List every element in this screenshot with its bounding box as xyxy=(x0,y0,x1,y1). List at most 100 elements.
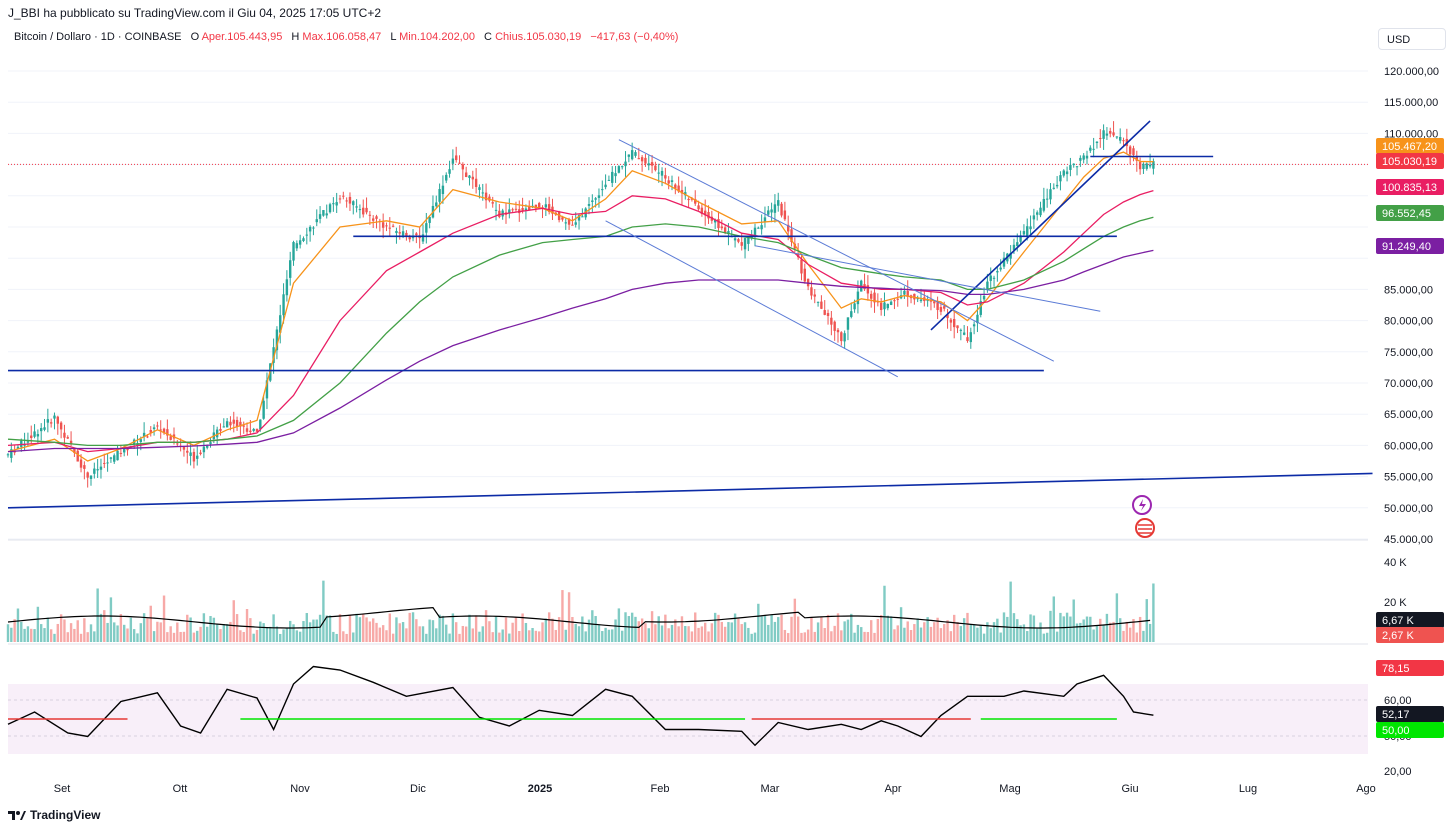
volume-bar xyxy=(13,619,16,642)
volume-bar xyxy=(906,621,909,642)
candle-body xyxy=(810,287,813,296)
volume-bar xyxy=(733,613,737,642)
ohlc-legend: Bitcoin / Dollaro · 1D · COINBASE O Aper… xyxy=(14,31,678,43)
candle-body xyxy=(597,195,601,198)
volume-bar xyxy=(1119,618,1122,642)
candle-body xyxy=(534,204,538,209)
volume-bar xyxy=(123,624,126,642)
time-tick: Mag xyxy=(999,783,1020,795)
candle-body xyxy=(946,314,949,319)
volume-bar xyxy=(202,613,206,642)
volume-bar xyxy=(501,629,504,642)
candle-body xyxy=(747,237,750,244)
candle-body xyxy=(139,439,142,442)
candle-body xyxy=(76,450,79,462)
candle-body xyxy=(229,421,232,426)
candle-body xyxy=(186,450,189,453)
volume-bar xyxy=(893,629,896,642)
candle-body xyxy=(727,231,730,235)
volume-bar xyxy=(889,616,893,642)
time-tick: Mar xyxy=(761,783,780,795)
volume-bar xyxy=(654,624,657,642)
candle-body xyxy=(451,158,455,164)
low-label: L xyxy=(390,31,397,43)
candle-body xyxy=(126,448,129,451)
candle-body xyxy=(906,291,909,297)
volume-bar xyxy=(704,622,707,642)
rsi-line xyxy=(7,665,1154,747)
volume-bar xyxy=(176,622,179,642)
candle-body xyxy=(348,196,352,204)
candle-body xyxy=(538,203,541,208)
volume-bar xyxy=(279,633,282,642)
candle-body xyxy=(176,443,179,445)
volume-bar xyxy=(694,612,697,642)
candle-body xyxy=(1115,136,1119,138)
candle-body xyxy=(624,161,627,167)
candle-body xyxy=(481,192,484,194)
candle-body xyxy=(707,212,710,219)
candle-body xyxy=(415,233,418,236)
volume-bar xyxy=(820,616,823,642)
volume-bar xyxy=(1135,632,1138,642)
volume-bar xyxy=(634,616,637,642)
volume-bar xyxy=(69,623,73,642)
candle-body xyxy=(292,242,295,261)
volume-bar xyxy=(59,614,63,642)
candle-body xyxy=(388,227,391,229)
candle-body xyxy=(986,281,989,289)
volume-bar xyxy=(1039,622,1042,642)
volume-bar xyxy=(783,629,787,642)
tradingview-logo-text: TradingView xyxy=(30,808,101,822)
candle-body xyxy=(471,176,474,180)
candle-body xyxy=(697,205,700,210)
volume-bar xyxy=(76,620,79,642)
candle-body xyxy=(833,321,836,331)
volume-bar xyxy=(561,590,564,642)
candle-body xyxy=(870,293,873,299)
volume-bar xyxy=(823,628,826,642)
candle-body xyxy=(146,436,149,438)
price-label: 100.835,13 xyxy=(1382,182,1437,194)
volume-bar xyxy=(750,633,753,642)
volume-bar xyxy=(391,633,395,642)
candle-body xyxy=(16,446,20,449)
volume-bar xyxy=(1142,630,1145,642)
currency-button[interactable]: USD xyxy=(1378,28,1446,50)
candle-body xyxy=(840,332,843,342)
volume-bar xyxy=(73,628,76,642)
volume-bar xyxy=(441,615,445,642)
volume-bar xyxy=(597,624,601,642)
volume-bar xyxy=(372,618,375,642)
candle-body xyxy=(757,227,760,229)
candle-body xyxy=(199,452,202,455)
volume-bar xyxy=(99,613,103,642)
candle-body xyxy=(1036,212,1039,215)
candle-body xyxy=(43,427,46,430)
volume-bar xyxy=(860,627,863,642)
candle-body xyxy=(435,202,438,207)
candle-body xyxy=(56,416,59,424)
lightning-glyph xyxy=(1139,499,1146,511)
volume-label: 2,67 K xyxy=(1382,630,1414,642)
candle-body xyxy=(713,219,717,223)
candle-body xyxy=(1095,141,1099,144)
volume-bar xyxy=(265,627,269,642)
candle-body xyxy=(684,192,687,196)
volume-bar xyxy=(986,622,989,642)
volume-bar xyxy=(929,626,933,642)
candle-body xyxy=(1142,163,1145,170)
volume-bar xyxy=(896,625,899,642)
candle-body xyxy=(777,200,780,206)
candle-body xyxy=(820,301,823,309)
time-tick: Ago xyxy=(1356,783,1376,795)
volume-bar xyxy=(342,631,345,642)
candle-body xyxy=(491,202,494,204)
us-flag-icon xyxy=(1135,518,1155,538)
candle-body xyxy=(677,185,680,192)
volume-bar xyxy=(93,631,96,642)
event-icons[interactable] xyxy=(1132,495,1155,538)
volume-bar xyxy=(415,619,418,642)
candle-body xyxy=(298,240,302,245)
